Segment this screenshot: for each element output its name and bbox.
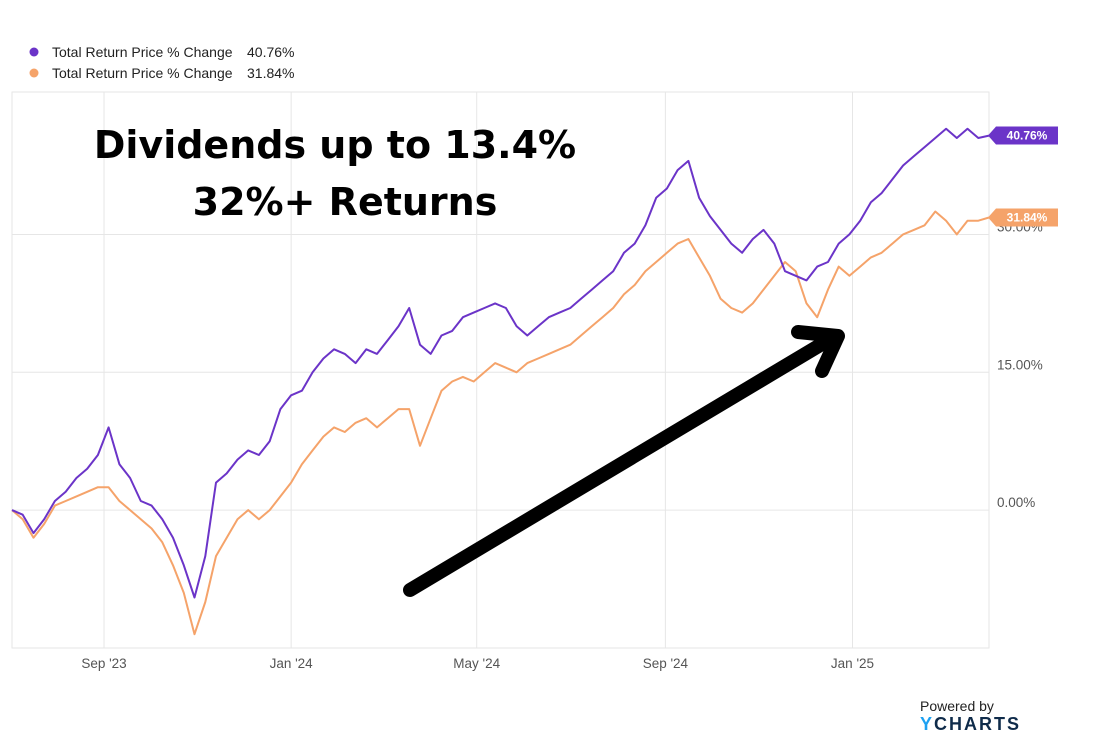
end-value-flag-2: 31.84% xyxy=(988,208,1058,227)
powered-by-text: Powered by xyxy=(920,698,994,714)
legend: Total Return Price % Change 40.76% Total… xyxy=(29,44,295,81)
annotation-line-2: 32%+ Returns xyxy=(193,180,498,224)
y-tick-label: 15.00% xyxy=(997,357,1043,372)
end-value-label-2: 31.84% xyxy=(1007,211,1048,225)
plot-area xyxy=(11,91,990,649)
x-axis: Sep '23 Jan '24 May '24 Sep '24 Jan '25 xyxy=(81,656,874,671)
legend-label-2: Total Return Price % Change xyxy=(52,65,233,81)
y-axis: 0.00%15.00%30.00% xyxy=(997,219,1043,510)
annotation-line-1: Dividends up to 13.4% xyxy=(94,123,576,167)
y-tick-label: 0.00% xyxy=(997,495,1035,510)
ycharts-logo: YCHARTS xyxy=(920,714,1022,734)
series-layer xyxy=(11,127,990,636)
up-arrow-icon xyxy=(403,325,845,597)
grid xyxy=(12,92,989,648)
legend-value-2: 31.84% xyxy=(247,65,294,81)
x-tick-label: May '24 xyxy=(453,656,500,671)
x-tick-label: Jan '25 xyxy=(831,656,874,671)
legend-marker-2 xyxy=(29,68,39,78)
end-value-flags: 40.76% 31.84% xyxy=(988,126,1058,227)
powered-by-footer[interactable]: Powered by YCHARTS xyxy=(920,698,1097,735)
legend-marker-1 xyxy=(29,47,39,57)
x-tick-label: Sep '24 xyxy=(643,656,689,671)
legend-item-1[interactable]: Total Return Price % Change 40.76% xyxy=(29,44,295,60)
x-tick-label: Sep '23 xyxy=(81,656,126,671)
legend-value-1: 40.76% xyxy=(247,44,294,60)
series-line-2 xyxy=(11,210,990,636)
x-tick-label: Jan '24 xyxy=(270,656,314,671)
legend-label-1: Total Return Price % Change xyxy=(52,44,233,60)
series-line-1 xyxy=(11,127,990,599)
end-value-label-1: 40.76% xyxy=(1007,129,1048,143)
end-value-flag-1: 40.76% xyxy=(988,126,1058,145)
legend-item-2[interactable]: Total Return Price % Change 31.84% xyxy=(29,65,295,81)
